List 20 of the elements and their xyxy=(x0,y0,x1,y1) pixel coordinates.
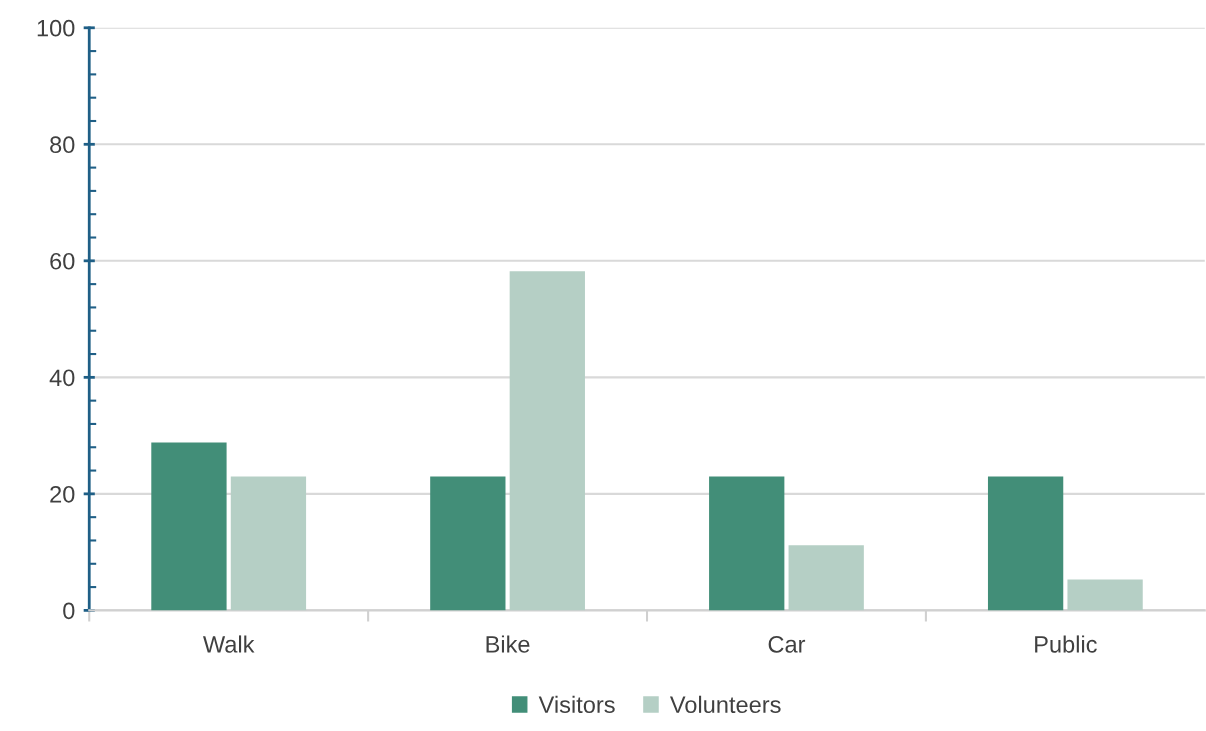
bar xyxy=(430,476,506,611)
bar xyxy=(987,476,1064,611)
x-tick-label: Car xyxy=(768,636,806,653)
y-tick-label: 0 xyxy=(63,602,75,620)
y-tick-label: 20 xyxy=(50,485,75,503)
y-tick-label: 100 xyxy=(37,19,75,37)
legend-label: Visitors xyxy=(538,695,615,714)
bar xyxy=(151,442,227,611)
x-tick-label: Public xyxy=(1035,635,1097,653)
y-tick-label: 60 xyxy=(50,252,75,270)
y-tick-label: 80 xyxy=(50,136,75,154)
y-tick-label: 40 xyxy=(49,369,75,387)
bar xyxy=(1067,579,1143,611)
x-tick-label: Bike xyxy=(486,635,530,653)
legend-label: Volunteers xyxy=(669,695,781,714)
bar xyxy=(509,271,585,611)
x-tick-label: Walk xyxy=(203,635,255,653)
bar xyxy=(709,476,785,611)
bar xyxy=(788,545,864,611)
bar xyxy=(230,476,307,611)
